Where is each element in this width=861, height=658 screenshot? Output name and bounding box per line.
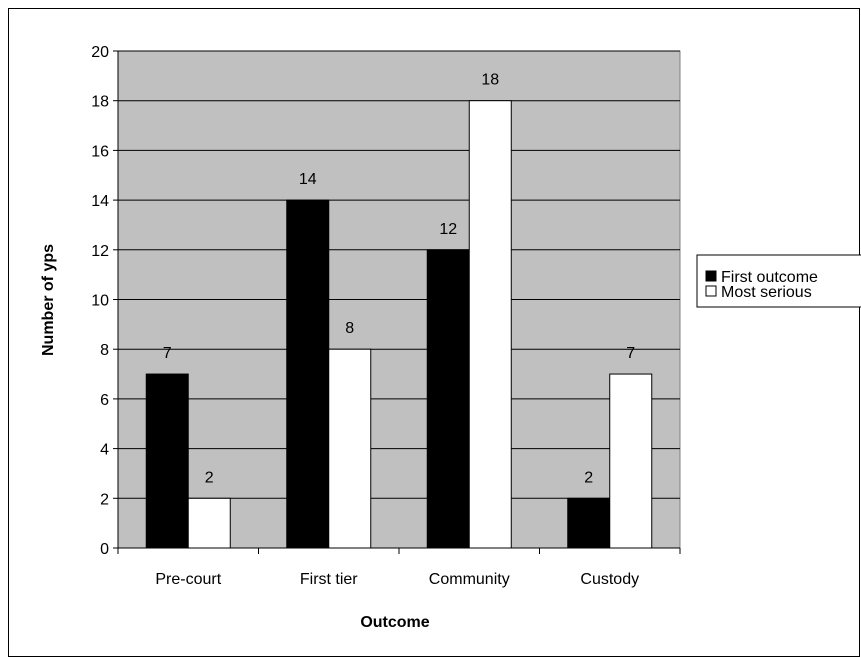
y-tick-label: 18 (91, 94, 109, 111)
legend-label-first-outcome: First outcome (721, 269, 818, 286)
data-label: 18 (481, 72, 499, 89)
bar (328, 348, 372, 549)
legend-swatch-most-serious (705, 285, 717, 297)
gridlines (118, 50, 680, 499)
x-axis-title: Outcome (360, 614, 429, 631)
x-category-label: Pre-court (155, 571, 221, 588)
y-tick-label: 0 (100, 541, 109, 558)
y-tick-label: 2 (100, 491, 109, 508)
y-tick-label: 20 (91, 44, 109, 61)
x-category-label: Custody (580, 571, 639, 588)
y-tick-label: 8 (100, 342, 109, 359)
y-tick-label: 6 (100, 392, 109, 409)
y-tick-label: 14 (91, 193, 109, 210)
y-tick-label: 4 (100, 442, 109, 459)
legend-swatch-first-outcome (705, 270, 717, 282)
bar (187, 497, 231, 549)
data-label: 7 (163, 345, 172, 362)
bar (609, 373, 653, 549)
legend-box (696, 254, 861, 308)
data-label: 2 (205, 469, 214, 486)
bar (426, 249, 470, 549)
data-labels: 7 2 14 8 12 18 2 7 (163, 72, 636, 487)
x-categories: Pre-court First tier Community Custody (155, 571, 639, 588)
legend-label-most-serious: Most serious (721, 284, 812, 301)
data-label: 14 (299, 171, 317, 188)
y-ticks: 0 2 4 6 8 10 12 14 16 18 20 (91, 44, 118, 558)
bar (468, 100, 512, 549)
x-category-label: First tier (300, 571, 358, 588)
data-label: 12 (439, 221, 457, 238)
data-label: 2 (584, 469, 593, 486)
y-tick-label: 16 (91, 143, 109, 160)
data-label: 7 (626, 345, 635, 362)
y-tick-label: 10 (91, 293, 109, 310)
bar (567, 497, 611, 549)
bar (145, 373, 189, 549)
bar (286, 199, 330, 549)
y-axis-title: Number of yps (40, 244, 57, 356)
legend: First outcome Most serious (696, 254, 861, 308)
data-label: 8 (345, 320, 354, 337)
x-category-label: Community (429, 571, 510, 588)
y-tick-label: 12 (91, 243, 109, 260)
